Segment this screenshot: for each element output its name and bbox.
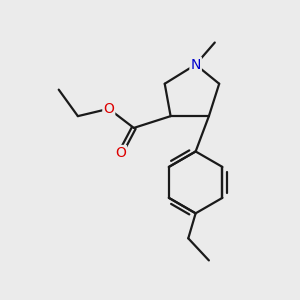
Text: O: O (115, 146, 126, 160)
Text: O: O (103, 102, 114, 116)
Text: N: N (190, 58, 201, 72)
